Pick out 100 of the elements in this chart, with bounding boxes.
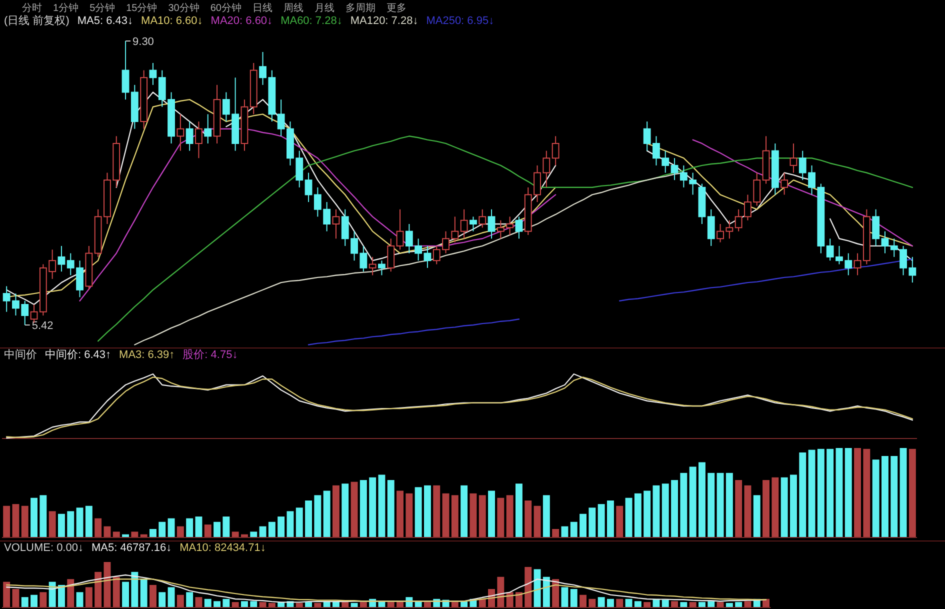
bar	[708, 472, 715, 537]
price-mark: 5.42	[24, 320, 54, 332]
series-label: MA3: 6.39↑	[119, 349, 175, 361]
bar	[332, 485, 340, 537]
bar	[588, 508, 596, 537]
bar	[680, 472, 688, 537]
bar	[634, 493, 642, 537]
candlestick	[58, 245, 66, 272]
bar	[85, 506, 92, 537]
candlestick	[378, 260, 386, 276]
text: 日线	[252, 2, 272, 14]
bar	[762, 480, 770, 537]
candlestick	[478, 208, 486, 228]
bar	[570, 589, 578, 607]
bar	[561, 526, 568, 537]
bar	[552, 528, 560, 537]
bar	[204, 598, 212, 607]
bar	[817, 448, 824, 537]
bar	[12, 504, 20, 537]
text: MA10: 6.60↓	[141, 15, 203, 27]
candlestick	[122, 40, 130, 100]
bar	[726, 472, 733, 537]
bar	[296, 508, 303, 537]
bar	[542, 495, 550, 537]
bar	[616, 506, 624, 537]
text: MA5: 6.43↓	[77, 15, 134, 27]
bar	[744, 601, 752, 607]
candlestick	[872, 208, 880, 246]
bar	[451, 602, 458, 607]
candlestick	[670, 158, 678, 181]
bar	[168, 518, 175, 537]
bar	[424, 602, 431, 607]
text: MA10: 82434.71↓	[180, 542, 266, 554]
candlestick	[780, 172, 788, 196]
bar	[222, 516, 230, 537]
text: 30分钟	[168, 2, 200, 14]
bar	[305, 500, 312, 537]
bar	[735, 480, 742, 537]
bar	[634, 601, 642, 607]
bar	[131, 572, 138, 607]
bar	[433, 485, 440, 537]
bar	[790, 474, 797, 537]
chart-title: (日线 前复权)	[4, 14, 70, 27]
candlestick	[176, 114, 184, 152]
bar	[214, 522, 220, 537]
bar	[524, 566, 532, 607]
bar	[387, 602, 394, 607]
bar	[516, 592, 522, 607]
bar	[360, 480, 367, 537]
bar	[350, 602, 358, 607]
bar	[716, 472, 724, 537]
bar	[460, 485, 468, 537]
bar	[40, 495, 47, 537]
bar	[708, 601, 715, 607]
bar	[21, 506, 28, 537]
bar	[186, 518, 194, 537]
bar	[21, 597, 28, 607]
text: 多周期	[346, 2, 376, 14]
bar	[698, 602, 706, 607]
bar	[3, 506, 10, 537]
text: 月线	[314, 2, 334, 14]
bar	[122, 534, 129, 537]
bar	[232, 532, 239, 537]
bar	[497, 576, 504, 607]
bar	[204, 524, 212, 537]
bar	[168, 587, 175, 607]
bar	[296, 602, 303, 607]
text: 分时	[22, 2, 42, 14]
bar	[607, 598, 614, 607]
bar	[772, 477, 779, 537]
text: 中间价: 6.43↑	[45, 348, 112, 361]
candlestick	[854, 252, 862, 276]
bar	[625, 598, 632, 607]
annotation: 9.30	[132, 36, 154, 48]
bar	[689, 602, 696, 607]
bar	[305, 602, 312, 607]
bar	[598, 597, 605, 607]
bar	[882, 456, 888, 537]
text: 5分钟	[90, 2, 116, 14]
bar	[112, 576, 120, 607]
bar	[222, 598, 230, 607]
bar	[598, 504, 605, 537]
bar	[176, 526, 184, 537]
candlestick	[881, 230, 889, 254]
bar	[516, 484, 522, 537]
text: 60分钟	[210, 2, 242, 14]
bar	[671, 601, 678, 607]
bar	[616, 598, 624, 607]
candlestick	[470, 216, 477, 232]
text: MA60: 7.28↓	[280, 15, 342, 27]
candlestick	[515, 216, 523, 240]
bar	[94, 518, 102, 537]
bar	[799, 452, 806, 537]
bar	[414, 487, 422, 537]
bar	[698, 462, 706, 537]
bar	[176, 594, 184, 607]
bar	[58, 584, 65, 607]
text: 15分钟	[126, 2, 158, 14]
bar	[369, 477, 376, 537]
bar	[890, 456, 898, 537]
